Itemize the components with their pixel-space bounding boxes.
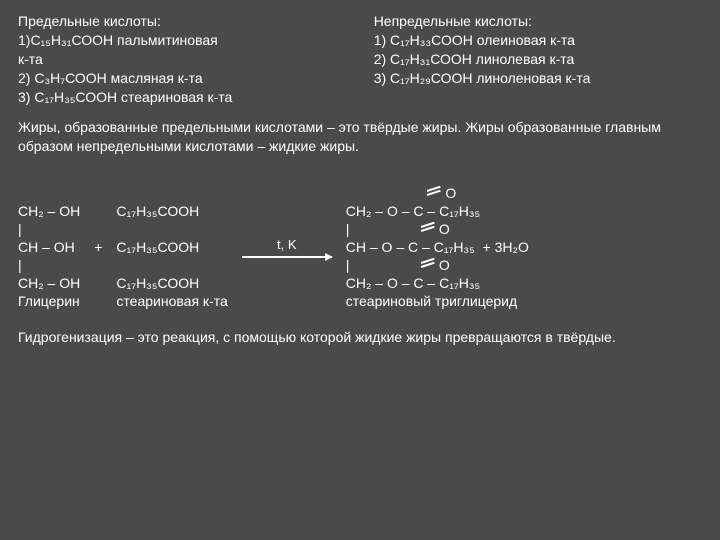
plus-sign: +: [94, 238, 102, 257]
glycerol-name: Глицерин: [18, 292, 80, 310]
sat-item-1b: к-та: [18, 50, 346, 69]
glycerol-l3: СН – ОН: [18, 238, 80, 256]
unsaturated-acids-block: Непредельные кислоты: 1) С₁₇Н₃₃СООН олеи…: [374, 12, 702, 106]
prod-r3: СН₂ – О – С – С₁₇Н₃₅: [346, 274, 529, 292]
prod-name: стеариновый триглицерид: [346, 292, 529, 310]
prod-bar2: |: [346, 256, 350, 275]
prod-o1: O: [445, 184, 456, 203]
acid-name: стеариновая к-та: [116, 292, 227, 310]
sat-item-1: 1)С₁₅Н₃₁СООН пальмитиновая: [18, 31, 346, 50]
double-bond-icon: [421, 224, 435, 234]
saturated-acids-block: Предельные кислоты: 1)С₁₅Н₃₁СООН пальмит…: [18, 12, 346, 106]
unsat-title: Непредельные кислоты:: [374, 12, 702, 31]
prod-water: + 3Н₂О: [483, 238, 529, 257]
double-bond-icon: [427, 188, 441, 198]
prod-r2: СН – О – С – С₁₇Н₃₅: [346, 238, 475, 257]
unsat-item-1: 1) С₁₇Н₃₃СООН олеиновая к-та: [374, 31, 702, 50]
prod-bar1: |: [346, 220, 350, 239]
arrow-icon: [242, 256, 332, 258]
sat-item-3: 3) С₁₇Н₃₅СООН стеариновая к-та: [18, 88, 346, 107]
glycerol-l5: СН₂ – ОН: [18, 274, 80, 292]
arrow-label: t, K: [277, 236, 297, 254]
glycerol-l1: СН₂ – ОН: [18, 202, 80, 220]
acid-l3: С₁₇Н₃₅СООН: [116, 274, 227, 292]
prod-r1: СН₂ – О – С – С₁₇Н₃₅: [346, 202, 529, 220]
saturated-title: Предельные кислоты:: [18, 12, 346, 31]
hydrogenation-def: Гидрогенизация – это реакция, с помощью …: [18, 328, 702, 347]
reaction-arrow: t, K: [242, 236, 332, 258]
reaction-equation: СН₂ – ОН | СН – ОН | СН₂ – ОН Глицерин +…: [18, 184, 702, 310]
fats-description: Жиры, образованные предельными кислотами…: [18, 118, 702, 156]
prod-o3: O: [439, 256, 450, 275]
sat-item-2: 2) С₃Н₇СООН масляная к-та: [18, 69, 346, 88]
glycerol-l2: |: [18, 220, 80, 238]
acid-block: С₁₇Н₃₅СООН С₁₇Н₃₅СООН С₁₇Н₃₅СООН стеарин…: [116, 184, 227, 310]
double-bond-icon: [421, 260, 435, 270]
glycerol-l4: |: [18, 256, 80, 274]
unsat-item-3: 3) С₁₇Н₂₉СООН линоленовая к-та: [374, 69, 702, 88]
unsat-item-2: 2) С₁₇Н₃₁СООН линолевая к-та: [374, 50, 702, 69]
acid-l1: С₁₇Н₃₅СООН: [116, 202, 227, 220]
glycerol-block: СН₂ – ОН | СН – ОН | СН₂ – ОН Глицерин: [18, 184, 80, 310]
acid-l2: С₁₇Н₃₅СООН: [116, 238, 227, 256]
product-block: СН₂ – О – С O СН₂ – О – С – С₁₇Н₃₅ |Н₂ –…: [346, 184, 529, 310]
prod-o2: O: [439, 220, 450, 239]
